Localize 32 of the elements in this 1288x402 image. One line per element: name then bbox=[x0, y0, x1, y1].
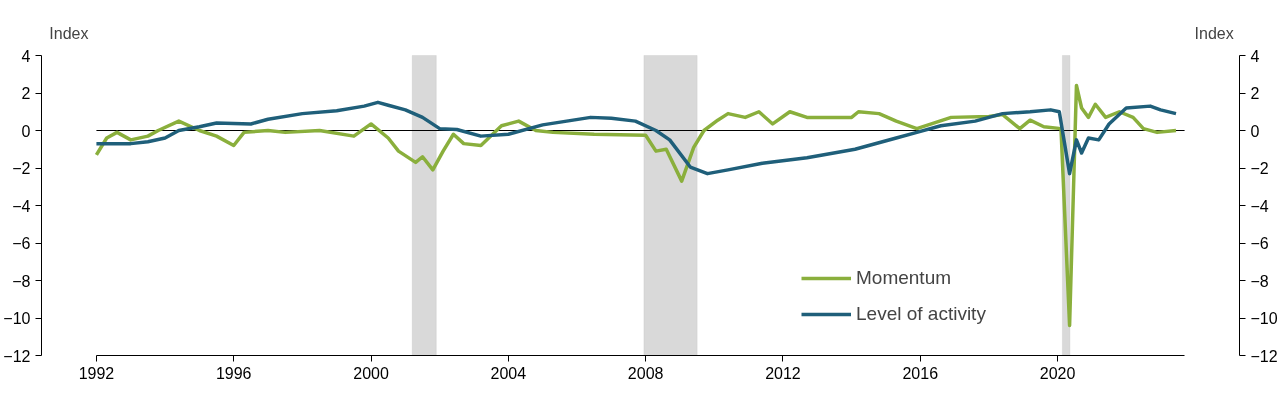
y2-tick-label: −6 bbox=[1250, 235, 1269, 252]
x-tick-label: 2004 bbox=[490, 364, 527, 382]
legend-label: Momentum bbox=[856, 267, 952, 289]
y-tick-label: −6 bbox=[12, 235, 31, 252]
y-tick-label: −4 bbox=[12, 197, 31, 215]
y-tick-label: 2 bbox=[21, 85, 31, 102]
y-tick-label: −10 bbox=[3, 310, 31, 327]
x-tick-label: 1992 bbox=[78, 364, 115, 382]
legend-label: Level of activity bbox=[856, 303, 986, 325]
y2-axis-title: Index bbox=[1194, 24, 1234, 42]
y2-tick-label: −12 bbox=[1250, 347, 1278, 365]
x-tick-label: 2020 bbox=[1039, 364, 1076, 382]
y2-tick-label: −10 bbox=[1250, 310, 1278, 327]
y2-tick-label: −2 bbox=[1250, 160, 1269, 177]
y-tick-label: 0 bbox=[21, 122, 31, 140]
line-series bbox=[94, 83, 1178, 328]
y-tick-label: −8 bbox=[12, 272, 31, 290]
x-tick-label: 1996 bbox=[215, 364, 252, 382]
x-tick-label: 2012 bbox=[765, 364, 801, 382]
x-tick-label: 2000 bbox=[353, 364, 389, 382]
y-tick-label: 4 bbox=[21, 47, 31, 65]
y-tick-label: −12 bbox=[3, 347, 31, 365]
y-axis-title: Index bbox=[49, 24, 89, 42]
y2-tick-label: −4 bbox=[1250, 197, 1269, 215]
y2-tick-label: 4 bbox=[1250, 47, 1260, 65]
y2-tick-label: −8 bbox=[1250, 272, 1269, 290]
x-tick-label: 2008 bbox=[627, 364, 664, 382]
y2-tick-label: 0 bbox=[1250, 122, 1260, 140]
y2-tick-label: 2 bbox=[1250, 85, 1260, 102]
x-tick-label: 2016 bbox=[902, 364, 939, 382]
y-tick-label: −2 bbox=[12, 160, 31, 177]
line-series bbox=[94, 100, 1178, 176]
